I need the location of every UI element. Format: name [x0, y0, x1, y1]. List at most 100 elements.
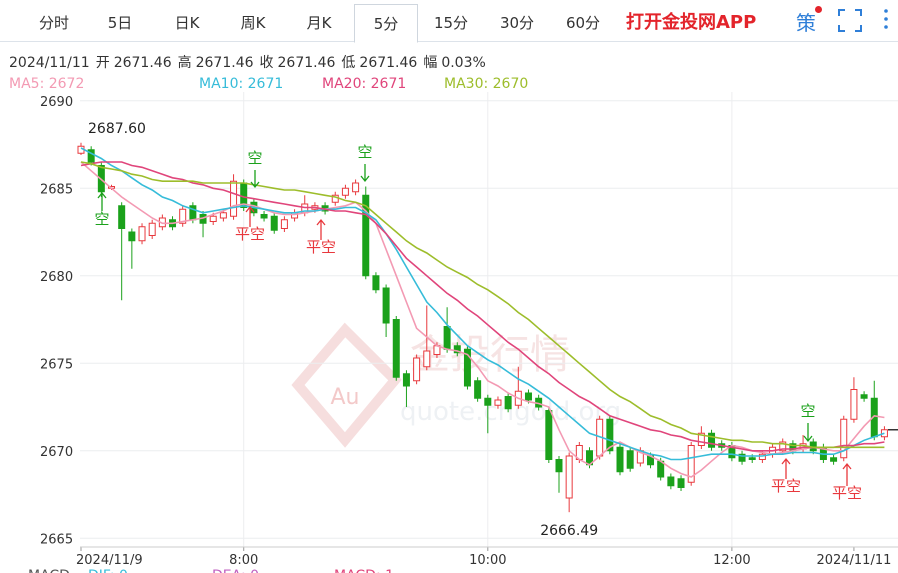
info-bar: 2024/11/11 开 2671.46 高 2671.46 收 2671.46 低 2671.…: [9, 52, 492, 72]
candle-body: [128, 231, 136, 242]
candle-body: [362, 194, 370, 277]
candle-body: [748, 457, 756, 460]
signal-label: 平空: [771, 477, 801, 495]
candle-body: [840, 418, 848, 459]
info-label: 开: [95, 55, 110, 71]
macd-label: DEA: 0: [212, 568, 259, 573]
info-value: 2671.46: [113, 55, 172, 71]
candle-body: [616, 446, 624, 473]
macd-label: DIF: 0: [88, 568, 128, 573]
watermark-logo: Au: [331, 385, 360, 410]
candle-body: [341, 187, 349, 196]
x-tick-label: 12:00: [713, 553, 750, 568]
extreme-label: 2687.60: [88, 121, 146, 137]
candle-body: [758, 453, 766, 460]
y-tick-label: 2690: [40, 95, 73, 110]
info-value: 2671.46: [277, 55, 336, 71]
info-value: 0.03%: [441, 55, 486, 71]
y-tick-label: 2670: [40, 445, 73, 460]
candle-body: [219, 212, 227, 219]
signal-label: 空: [94, 210, 109, 228]
tab-bar: 分时 5日 日K 周K 月K 5分 15分 30分 60分: [0, 0, 898, 43]
candle-body: [423, 350, 431, 368]
tab[interactable]: 15分: [433, 14, 469, 32]
ma-line: [80, 161, 885, 449]
candle-body: [626, 450, 634, 469]
candle-body: [779, 441, 787, 452]
signal-arrow: [842, 462, 852, 486]
candle-body: [443, 326, 451, 350]
legend-entry: MA5: 2672: [9, 76, 84, 92]
candle-body: [555, 459, 563, 473]
x-tick-label: 2024/11/11: [816, 553, 891, 568]
signal-arrow: [245, 205, 255, 227]
tab[interactable]: 60分: [565, 14, 601, 32]
candle-body: [402, 373, 410, 387]
tab[interactable]: 分时: [38, 14, 69, 32]
tab[interactable]: 周K: [240, 14, 266, 32]
candle-body: [697, 432, 705, 446]
tab[interactable]: 5日: [107, 14, 133, 32]
candle-body: [850, 389, 858, 420]
candle-body: [87, 149, 95, 163]
signal-arrow: [781, 457, 791, 479]
candle-body: [880, 429, 888, 438]
candle-body: [667, 476, 675, 487]
candle-body: [270, 215, 278, 231]
candle-body: [545, 410, 553, 460]
candle-body: [474, 380, 482, 399]
info-label: 高: [177, 55, 192, 71]
tab[interactable]: 5分: [354, 4, 418, 43]
brand-link[interactable]: 打开金投网APP: [626, 12, 757, 33]
info-value: 2671.46: [359, 55, 418, 71]
signal-label: 平空: [832, 484, 862, 502]
info-value: 2671.46: [195, 55, 254, 71]
x-tick-label: 2024/11/9: [76, 553, 143, 568]
candle-body: [118, 205, 126, 229]
candle-body: [280, 219, 288, 229]
legend-entry: MA10: 2671: [199, 76, 283, 92]
candle-body: [484, 397, 492, 406]
tab[interactable]: 月K: [306, 14, 332, 32]
candle-body: [209, 215, 217, 222]
legend-entry: MA20: 2671: [322, 76, 406, 92]
y-tick-label: 2675: [40, 357, 73, 372]
tab[interactable]: 30分: [499, 14, 535, 32]
candle-body: [260, 214, 268, 219]
ma-line: [80, 161, 885, 452]
extreme-label: 2666.49: [540, 523, 598, 539]
candle-body: [382, 287, 390, 324]
candle-body: [463, 348, 471, 387]
signal-label: 平空: [235, 225, 265, 243]
candle-body: [413, 357, 421, 382]
candle-body: [738, 453, 746, 462]
candle-body: [453, 345, 461, 354]
signal-arrow: [250, 170, 260, 189]
candle-body: [148, 222, 156, 236]
info-label: 收: [259, 55, 274, 71]
x-tick-label: 8:00: [229, 553, 258, 568]
info-date: 2024/11/11: [9, 55, 90, 71]
signal-arrow: [316, 218, 326, 240]
legend-entry: MA30: 2670: [444, 76, 528, 92]
candle-body: [392, 319, 400, 378]
candle-body: [524, 392, 532, 401]
candle-body: [179, 208, 187, 224]
candle-body: [504, 396, 512, 410]
signal-label: 空: [247, 149, 262, 167]
ma-line: [80, 147, 885, 461]
candle-body: [230, 180, 238, 217]
candle-body: [494, 399, 502, 406]
candle-body: [138, 226, 146, 242]
signal-arrow: [97, 191, 107, 211]
y-tick-label: 2685: [40, 182, 73, 197]
signal-arrow: [803, 423, 813, 443]
tab[interactable]: 日K: [174, 14, 200, 32]
info-label: 幅: [423, 55, 438, 71]
candle-body: [677, 478, 685, 488]
signal-label: 空: [357, 143, 372, 161]
y-tick-label: 2665: [40, 532, 73, 547]
strategy-button[interactable]: 策: [796, 11, 816, 35]
macd-label: MACD: 1: [334, 568, 394, 573]
